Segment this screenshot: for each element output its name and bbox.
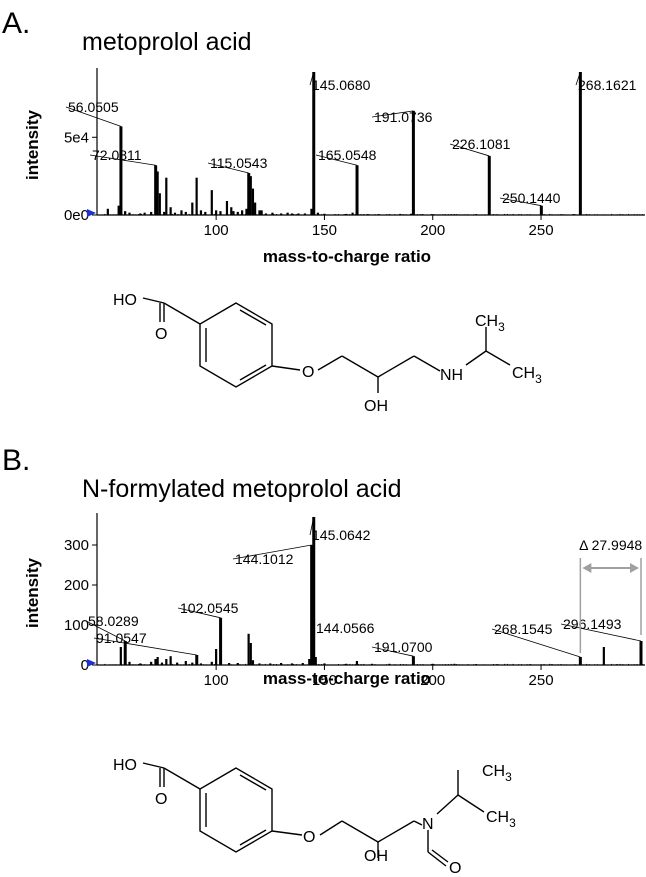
peak-label: 102.0545 [180, 600, 239, 616]
label-methyl-2: CH3 [512, 365, 542, 386]
chart-a: intensity mass-to-charge ratio 100 150 200… [23, 68, 645, 266]
peak-leader [232, 544, 312, 560]
delta-arrowhead-right-icon [629, 563, 639, 573]
label-methyl-b1: CH3 [482, 763, 512, 784]
peak-label: 191.0700 [374, 639, 433, 655]
peak-leader [177, 607, 221, 619]
delta-label: Δ 27.9948 [579, 537, 642, 553]
peak-leader [315, 154, 358, 166]
peak-leader [491, 628, 581, 658]
x-tick-label: 100 [204, 672, 229, 689]
peak-label: 296.1493 [563, 616, 622, 632]
x-tick-label: 150 [312, 222, 337, 239]
origin-marker-icon [87, 209, 96, 217]
y-tick-label: 5e4 [64, 129, 89, 146]
peak-label: 115.0543 [210, 155, 268, 171]
peak-leader [371, 646, 414, 657]
label-formyl-o: O [449, 860, 461, 877]
peak-label: 165.0548 [318, 147, 377, 163]
label-hydroxyl-b: OH [364, 848, 388, 865]
peak-label: 268.1545 [494, 621, 553, 637]
peak-label: 58.0289 [88, 613, 139, 629]
chart-b: intensity mass-to-charge ratio 100 150 200… [23, 513, 645, 689]
structure-a [142, 297, 511, 393]
peak-leader [371, 110, 414, 118]
structure-b [142, 762, 485, 867]
peak-label: 72.0811 [92, 147, 142, 163]
x-tick-label: 150 [312, 672, 337, 689]
x-tick-label: 200 [420, 672, 445, 689]
label-methyl-b2: CH3 [486, 809, 516, 830]
peak-leader [89, 154, 156, 166]
peak-label: 268.1621 [578, 77, 637, 93]
peak-label: 144.1012 [235, 551, 294, 567]
peak-label: 91.0547 [96, 630, 147, 646]
peak-label: 191.0736 [374, 109, 433, 125]
chart-b-xlabel: mass-to-charge ratio [263, 669, 431, 688]
peak-leader [560, 623, 642, 642]
panel-a-title: metoprolol acid [82, 28, 252, 56]
chart-a-xlabel: mass-to-charge ratio [263, 247, 431, 266]
label-methyl-1: CH3 [475, 313, 505, 334]
peak-label: 250.1440 [502, 190, 561, 206]
structure-b-labels: HO O O OH N O CH3 CH3 [113, 757, 516, 877]
peak-label: 145.0642 [312, 527, 371, 543]
x-tick-label: 250 [529, 222, 554, 239]
label-ether-o-b: O [303, 829, 315, 846]
peak-label: 56.0505 [68, 99, 119, 115]
origin-marker-icon [87, 659, 96, 667]
y-tick-label: 0 [81, 657, 89, 674]
label-carbonyl-o-b: O [155, 791, 167, 808]
x-tick-label: 100 [204, 222, 229, 239]
y-tick-label: 100 [64, 617, 89, 634]
peak-leader [311, 627, 315, 663]
peak-leader [499, 197, 542, 207]
x-tick-label: 250 [529, 672, 554, 689]
label-acid-oh: HO [113, 292, 137, 309]
peak-label: 145.0680 [312, 77, 371, 93]
delta-arrowhead-left-icon [582, 563, 592, 573]
label-amine: NH [440, 367, 463, 384]
peak-leader [449, 143, 490, 157]
label-amine-b: N [422, 816, 434, 833]
peak-leader [575, 71, 581, 86]
peak-label: 226.1081 [452, 136, 511, 152]
peak-leader [85, 620, 126, 642]
y-tick-label: 200 [64, 577, 89, 594]
label-carbonyl-o: O [155, 326, 167, 343]
panel-a-letter: A. [2, 7, 30, 40]
peak-label: 144.0566 [316, 620, 375, 636]
structure-a-labels: HO O O OH NH CH3 CH3 [113, 292, 542, 415]
benzene-ring [199, 302, 273, 388]
benzene-ring-b [199, 767, 273, 853]
panel-b-letter: B. [2, 444, 30, 477]
peak-leader [93, 637, 197, 656]
label-ether-o: O [302, 364, 314, 381]
chart-b-ylabel: intensity [23, 558, 42, 628]
chart-a-ylabel: intensity [23, 110, 42, 180]
x-tick-label: 200 [420, 222, 445, 239]
peak-leader [65, 106, 122, 127]
peak-leader [309, 71, 315, 86]
y-tick-label: 300 [64, 537, 89, 554]
label-hydroxyl: OH [364, 398, 388, 415]
peak-leader [207, 162, 249, 174]
y-tick-label: 0e0 [64, 207, 89, 224]
peak-leader [309, 516, 315, 536]
label-acid-oh-b: HO [113, 757, 137, 774]
panel-b-title: N-formylated metoprolol acid [82, 475, 402, 503]
